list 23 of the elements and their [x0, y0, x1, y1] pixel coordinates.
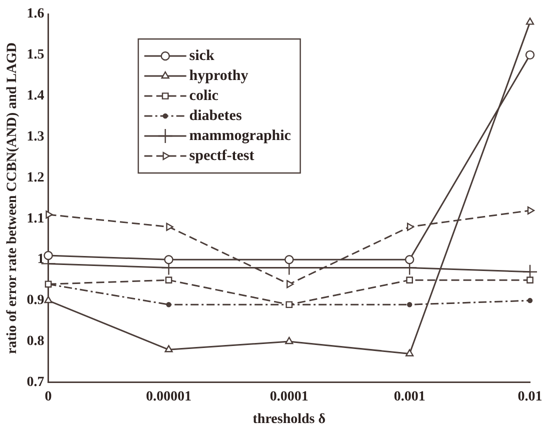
x-tick-label: 0.00001 [146, 389, 192, 404]
y-tick-label: 1.2 [26, 170, 44, 186]
legend-label: hyprothy [189, 68, 249, 84]
y-tick-label: 1.5 [26, 48, 44, 63]
y-tick-label: 1.4 [26, 88, 44, 104]
legend-label: mammographic [189, 128, 292, 144]
y-tick-label: 1 [37, 252, 44, 268]
y-tick-label: 1.6 [26, 6, 44, 22]
legend-label: spectf-test [189, 148, 254, 164]
y-tick-label: 1.1 [26, 211, 44, 226]
y-tick-label: 1.3 [26, 129, 44, 144]
y-axis-title: ratio of error rate between CCBN(AND) and LAGD [5, 42, 20, 354]
x-tick-label: 0.0001 [270, 389, 308, 404]
y-tick-label: 0.7 [26, 375, 44, 390]
y-tick-label: 0.9 [26, 293, 44, 308]
x-axis-title: thresholds δ [252, 412, 326, 428]
x-tick-label: 0 [44, 389, 52, 404]
legend-label: sick [189, 48, 215, 64]
x-tick-label: 0.001 [394, 389, 426, 404]
legend-label: colic [189, 88, 219, 104]
x-tick-label: 0.01 [518, 389, 542, 404]
legend-label: diabetes [189, 108, 242, 124]
y-tick-label: 0.8 [26, 334, 44, 350]
